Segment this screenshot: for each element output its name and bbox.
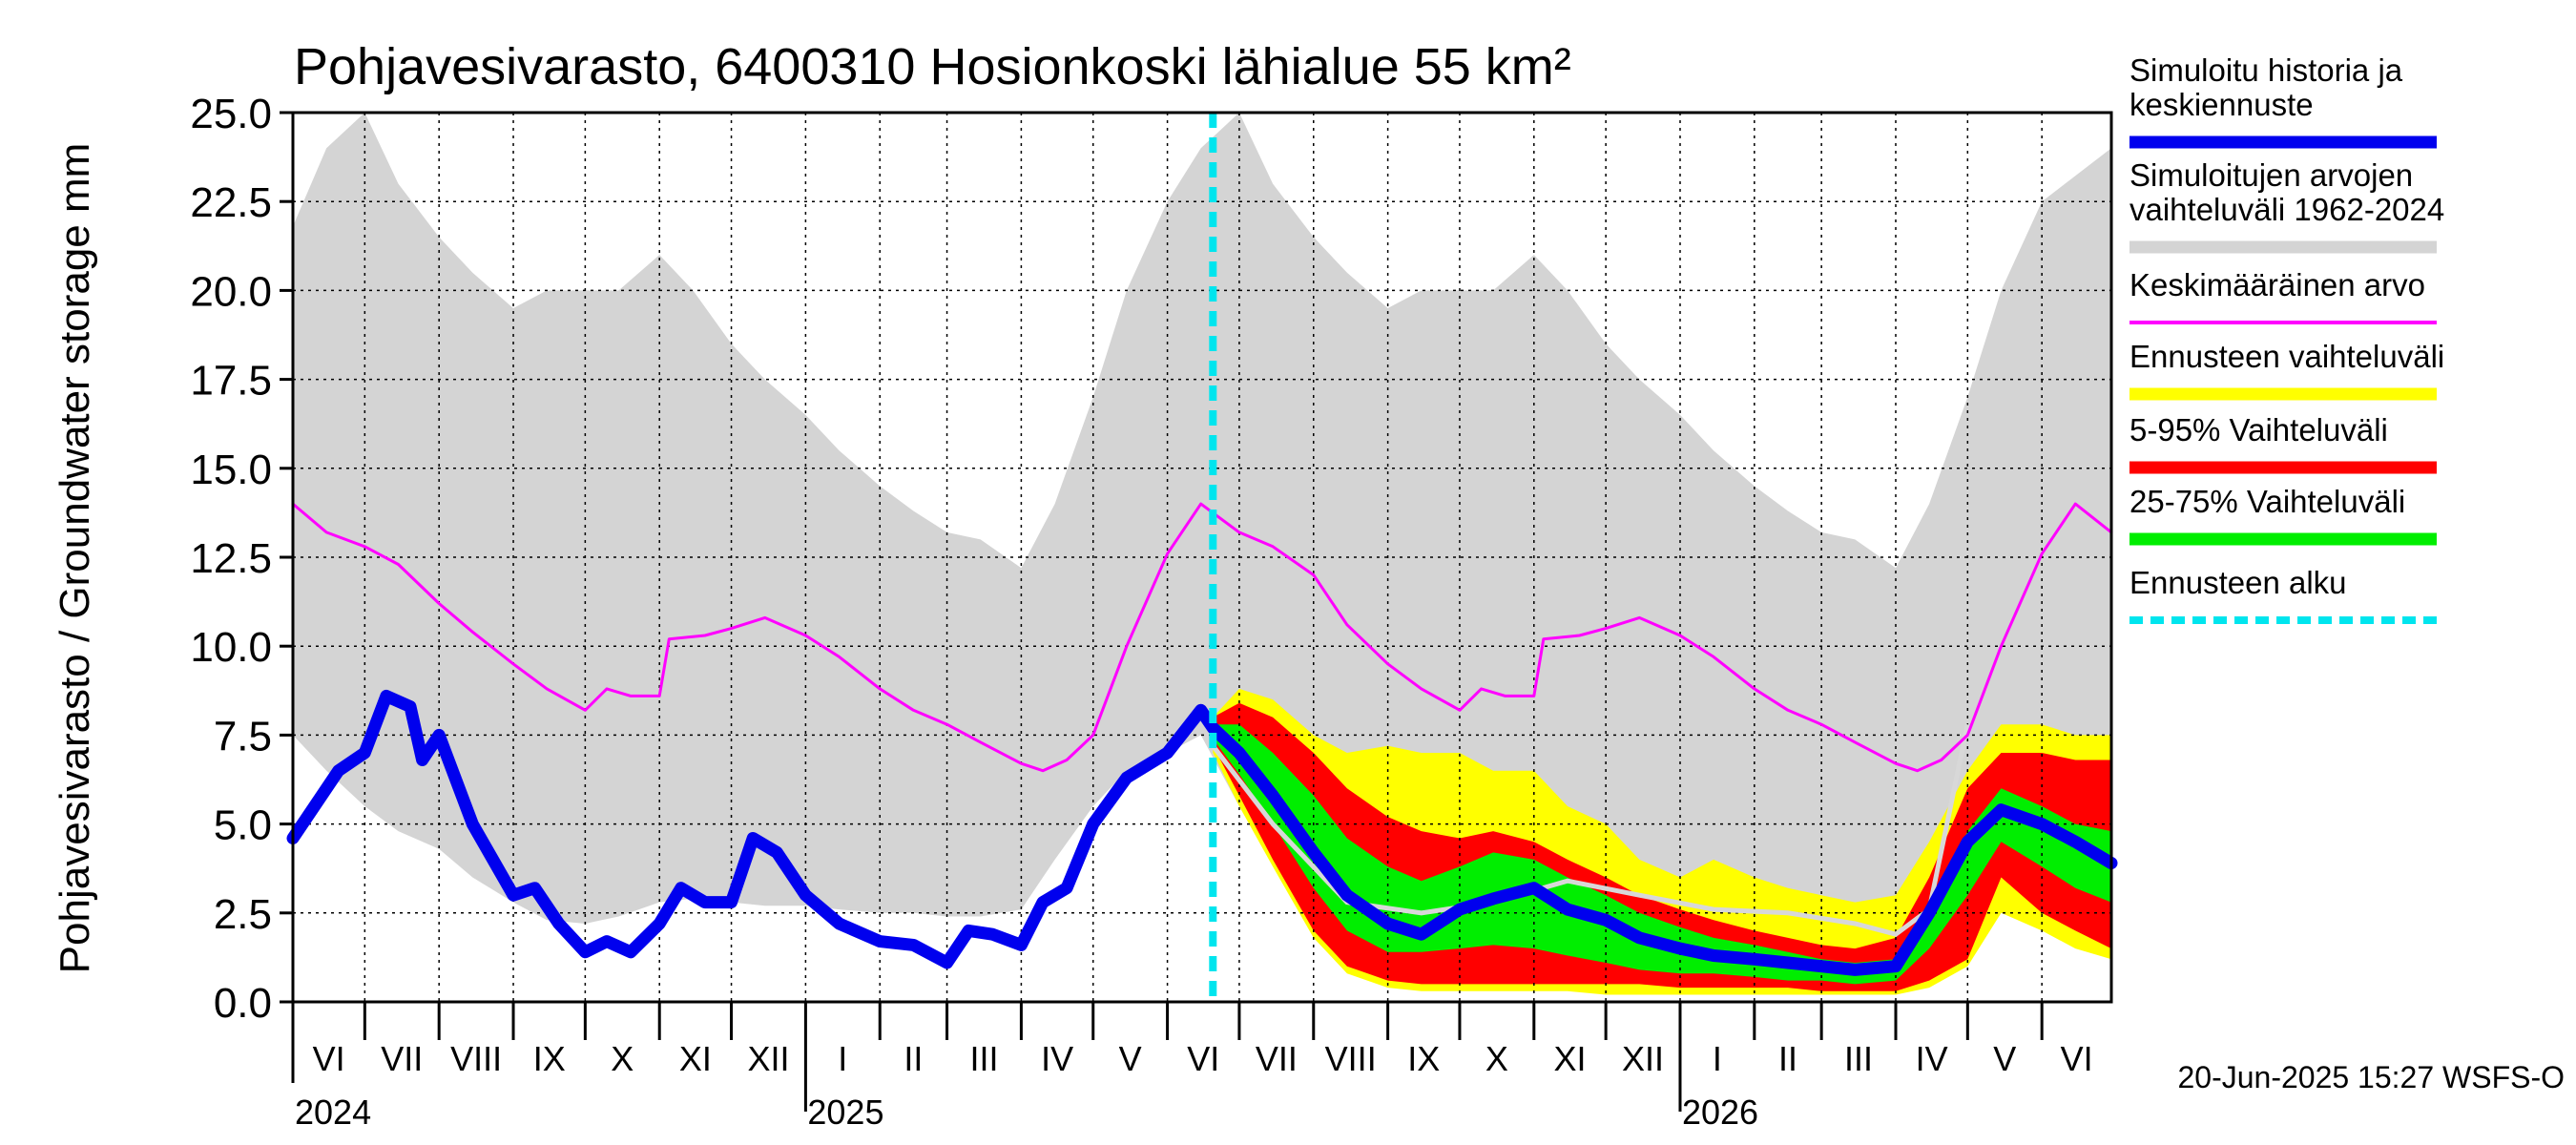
x-tick-label-month: V: [1993, 1039, 2016, 1078]
legend-label: Simuloitujen arvojen vaihteluväli 1962-20…: [2129, 157, 2444, 227]
legend-label-line: keskiennuste: [2129, 87, 2314, 122]
y-tick-label: 25.0: [190, 91, 272, 137]
y-tick-label: 2.5: [214, 891, 272, 938]
legend-label-line: 5-95% Vaihteluväli: [2129, 412, 2388, 448]
y-tick-label: 17.5: [190, 358, 272, 405]
x-tick-label-month: XII: [1622, 1039, 1664, 1078]
y-tick-label: 15.0: [190, 447, 272, 493]
line-simuloitu-historia-ja-keskiennuste: [286, 689, 2118, 976]
x-tick-label-month: IV: [1041, 1039, 1073, 1078]
x-tick-label-month: V: [1119, 1039, 1142, 1078]
legend-label: Simuloitu historia ja keskiennuste: [2129, 52, 2403, 122]
legend-label: 5-95% Vaihteluväli: [2129, 412, 2388, 448]
axes: 0.0 2.5 5.0 7.5 10.0 12.5 15.0 17.5 20.0 22.5 25.0…: [190, 91, 2113, 1132]
legend-item-ennusteen-vaihteluv-li: Ennusteen vaihteluväli: [2129, 339, 2444, 401]
x-tick-label-month: IV: [1916, 1039, 1948, 1078]
x-tick-label-month: I: [1713, 1039, 1722, 1078]
legend-label-line: vaihteluväli 1962-2024: [2129, 192, 2444, 227]
y-tick-label: 10.0: [190, 624, 272, 671]
grid: [293, 113, 2111, 1002]
y-tick-label: 7.5: [214, 713, 272, 760]
x-tick-label-month: IX: [533, 1039, 566, 1078]
y-tick-label: 0.0: [214, 980, 272, 1027]
x-tick-label-month: X: [611, 1039, 634, 1078]
timestamp: 20-Jun-2025 15:27 WSFS-O: [2177, 1060, 2565, 1094]
x-tick-label-month: XI: [679, 1039, 712, 1078]
legend-label-line: Ennusteen vaihteluväli: [2129, 339, 2444, 374]
x-tick-label-month: VIII: [450, 1039, 502, 1078]
x-tick-label-month: VIII: [1325, 1039, 1377, 1078]
legend-item-simuloitu-historia-ja-keskiennuste: Simuloitu historia ja keskiennuste: [2129, 52, 2437, 149]
legend-item-simuloitujen-arvojen-vaihteluv-li-1962-2024: Simuloitujen arvojen vaihteluväli 1962-20…: [2129, 157, 2444, 254]
legend-label-line: 25-75% Vaihteluväli: [2129, 484, 2405, 519]
x-tick-label-month: III: [969, 1039, 998, 1078]
x-tick-label-month: XI: [1553, 1039, 1586, 1078]
x-tick-label-month: X: [1485, 1039, 1508, 1078]
y-tick-label: 12.5: [190, 535, 272, 582]
legend-label: Ennusteen alku: [2129, 565, 2347, 600]
x-tick-label-month: VII: [381, 1039, 423, 1078]
x-tick-label-month: VI: [1187, 1039, 1219, 1078]
legend-item-5-95-vaihteluv-li: 5-95% Vaihteluväli: [2129, 412, 2437, 474]
x-tick-label-month: I: [838, 1039, 847, 1078]
legend-label-line: Keskimääräinen arvo: [2129, 267, 2425, 302]
legend-label: Keskimääräinen arvo: [2129, 267, 2425, 302]
y-axis-label: Pohjavesivarasto / Groundwater storage m…: [52, 143, 98, 974]
x-tick-label-month: IX: [1407, 1039, 1440, 1078]
chart-title: Pohjavesivarasto, 6400310 Hosionkoski lä…: [294, 38, 1571, 95]
band-simuloitujen-arvojen-vaihteluv-li-1962-2024: [293, 113, 2111, 924]
legend: Simuloitu historia ja keskiennusteSimuloi…: [2129, 52, 2444, 624]
x-tick-label-month: VII: [1256, 1039, 1298, 1078]
y-tick-label: 22.5: [190, 179, 272, 226]
x-tick-label-month: VI: [2061, 1039, 2093, 1078]
x-tick-label-month: III: [1844, 1039, 1873, 1078]
x-tick-label-month: II: [1778, 1039, 1797, 1078]
line-keskim-r-inen-arvo: [291, 502, 2113, 773]
x-tick-label-year: 2026: [1682, 1093, 1758, 1132]
x-tick-label-year: 2025: [807, 1093, 883, 1132]
x-tick-label-month: II: [904, 1039, 923, 1078]
legend-item-25-75-vaihteluv-li: 25-75% Vaihteluväli: [2129, 484, 2437, 546]
legend-item-ennusteen-alku: Ennusteen alku: [2129, 565, 2437, 624]
legend-label-line: Ennusteen alku: [2129, 565, 2347, 600]
y-tick-label: 5.0: [214, 802, 272, 849]
legend-label-line: Simuloitujen arvojen: [2129, 157, 2413, 193]
legend-item-keskim-r-inen-arvo: Keskimääräinen arvo: [2129, 267, 2437, 324]
legend-label-line: Simuloitu historia ja: [2129, 52, 2403, 88]
y-tick-label: 20.0: [190, 268, 272, 315]
legend-label: 25-75% Vaihteluväli: [2129, 484, 2405, 519]
plot-area: [286, 113, 2118, 1002]
legend-label: Ennusteen vaihteluväli: [2129, 339, 2444, 374]
x-tick-label-month: XII: [747, 1039, 789, 1078]
x-tick-label-month: VI: [313, 1039, 345, 1078]
x-tick-label-year: 2024: [295, 1093, 371, 1132]
